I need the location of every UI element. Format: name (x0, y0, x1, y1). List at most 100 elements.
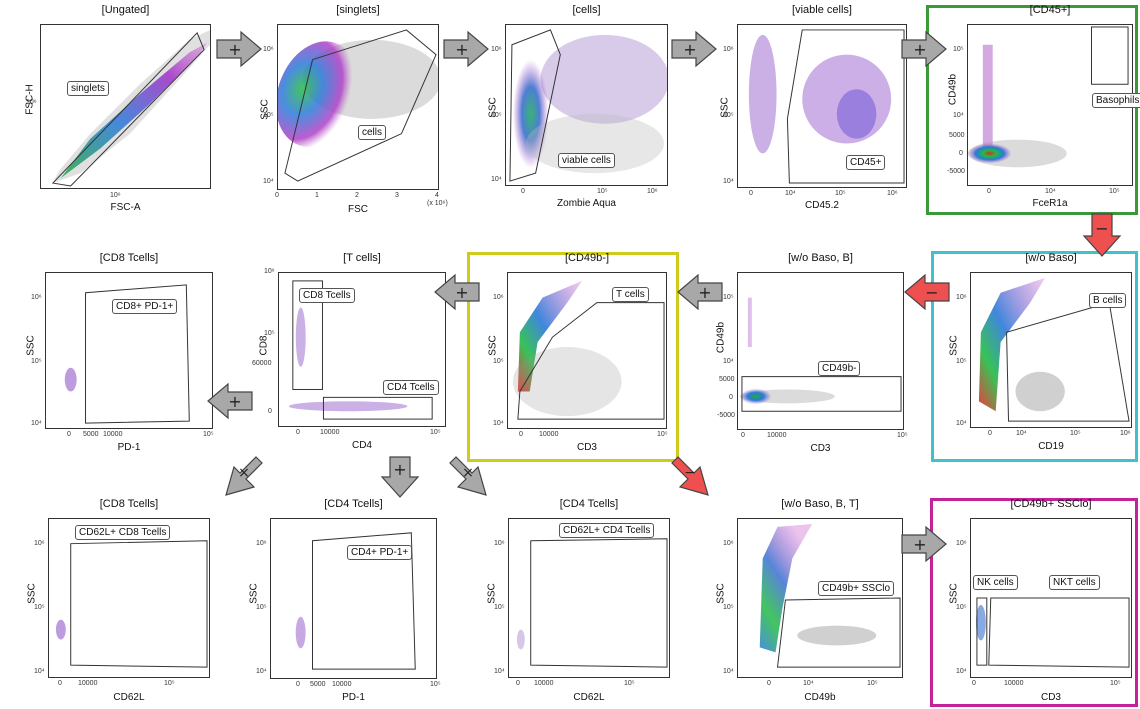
panel-cd8-tcells: [CD8 Tcells] CD8+ PD-1+ SSC 10⁶ 10⁵ 10⁴ … (45, 272, 213, 429)
y-tick: 5000 (949, 132, 965, 139)
y-tick: 0 (959, 150, 963, 157)
x-tick: 5000 (310, 681, 326, 688)
panel-t-cells: [T cells] CD8 Tcells CD4 Tcells CD8 10⁶ … (278, 272, 446, 427)
x-tick: 10⁶ (1120, 430, 1131, 437)
x-tick: 10⁴ (803, 680, 814, 687)
x-tick: 0 (741, 432, 745, 439)
panel-title: [Ungated] (40, 4, 211, 16)
arrow-diag-times-left: × (220, 455, 264, 499)
plot-area: CD62L+ CD8 Tcells (48, 518, 210, 678)
plus-icon: + (913, 535, 926, 554)
plot-area: T cells (507, 272, 667, 429)
panel-title: [singlets] (277, 4, 439, 16)
x-tick: 0 (972, 680, 976, 687)
arrow-left-plus-1: + (676, 273, 724, 311)
x-tick: 10⁵ (624, 680, 635, 687)
panel-title: [CD8 Tcells] (45, 252, 213, 264)
plus-icon: + (698, 283, 711, 302)
panel-singlets: [singlets] cells SSC 10⁶ 10⁵ 10⁴ 0 1 2 3… (277, 24, 439, 190)
y-axis-label: SSC (488, 88, 499, 128)
plot-area: NK cells NKT cells (970, 518, 1132, 678)
panel-title: [CD8 Tcells] (48, 498, 210, 510)
y-tick: 10⁴ (256, 668, 267, 675)
x-axis-label: CD62L (48, 692, 210, 703)
gate-label-cd4-pd1: CD4+ PD-1+ (347, 545, 412, 560)
x-tick: 0 (767, 680, 771, 687)
x-tick: 10000 (103, 431, 122, 438)
plot-area: Basophils (967, 24, 1133, 186)
y-tick: 10⁴ (953, 112, 964, 119)
y-tick: 10⁴ (723, 668, 734, 675)
x-axis-label: FSC-A (40, 202, 211, 213)
gate-label-cd49b-ssclo: CD49b+ SSClo (818, 581, 894, 596)
panel-title: [T cells] (278, 252, 446, 264)
panel-title: [CD49b-] (507, 252, 667, 264)
panel-title: [cells] (505, 4, 668, 16)
x-axis-label: FSC (277, 204, 439, 215)
panel-wo-baso-b: [w/o Baso, B] CD49b- CD49b 10⁵ 10⁴ 5000 … (737, 272, 904, 430)
gate-label-singlets: singlets (67, 81, 109, 96)
x-tick: 1 (315, 192, 319, 199)
x-tick: 10000 (534, 680, 553, 687)
scatter-plot (46, 273, 212, 428)
x-tick: 10⁶ (887, 190, 898, 197)
y-tick: 10⁴ (723, 358, 734, 365)
x-tick: 0 (67, 431, 71, 438)
x-tick: 10000 (539, 431, 558, 438)
panel-cells: [cells] viable cells SSC 10⁶ 10⁵ 10⁴ 0 1… (505, 24, 668, 186)
x-axis-label: FceR1a (967, 198, 1133, 209)
y-tick: 10⁵ (31, 358, 42, 365)
y-tick: 10⁴ (956, 420, 967, 427)
panel-title: [viable cells] (737, 4, 907, 16)
y-tick: 10⁵ (956, 604, 967, 611)
scatter-plot (971, 519, 1131, 677)
plot-area: CD49b- (737, 272, 904, 430)
y-tick: 10⁶ (956, 294, 967, 301)
y-tick: 0 (729, 394, 733, 401)
panel-cd45-pos: [CD45+] Basophils CD49b 10⁵ 10⁴ 5000 0 -… (967, 24, 1133, 186)
panel-cd4-tcells-cd62l: [CD4 Tcells] CD62L+ CD4 Tcells SSC 10⁶ 1… (508, 518, 670, 678)
scatter-plot (738, 519, 902, 677)
x-tick: 10⁵ (1109, 188, 1120, 195)
x-tick: 0 (58, 680, 62, 687)
y-tick: 10⁴ (491, 176, 502, 183)
x-tick: 10000 (320, 429, 339, 436)
panel-title: [w/o Baso, B, T] (737, 498, 903, 510)
panel-title: [w/o Baso, B] (737, 252, 904, 264)
gate-label-cd49b-neg: CD49b- (818, 361, 860, 376)
y-tick: -5000 (947, 168, 965, 175)
gate-label-cd45-pos: CD45+ (846, 155, 885, 170)
x-tick: 0 (749, 190, 753, 197)
minus-icon: − (925, 283, 938, 302)
arrow-right-plus-3: + (670, 30, 718, 68)
x-tick: 10⁵ (835, 190, 846, 197)
y-tick: 10⁶ (491, 46, 502, 53)
y-tick: 10⁵ (953, 46, 964, 53)
x-axis-label: CD3 (970, 692, 1132, 703)
x-tick: 10⁶ (110, 192, 121, 199)
minus-icon: − (684, 465, 696, 481)
y-tick: 10⁶ (264, 268, 275, 275)
x-tick: 10⁵ (203, 431, 214, 438)
gate-label-basophils: Basophils (1092, 93, 1140, 108)
plot-area: CD45+ (737, 24, 907, 188)
y-tick: 10⁴ (31, 420, 42, 427)
y-tick: 10⁴ (263, 178, 274, 185)
y-tick: 10⁴ (494, 668, 505, 675)
plus-icon: + (683, 40, 696, 59)
x-axis-label: CD45.2 (737, 200, 907, 211)
x-axis-label: CD62L (508, 692, 670, 703)
panel-title: [CD49b+ SSClo] (970, 498, 1132, 510)
panel-title: [CD4 Tcells] (508, 498, 670, 510)
gate-label-cd62l-cd4: CD62L+ CD4 Tcells (559, 523, 654, 538)
y-tick: 10⁶ (723, 540, 734, 547)
plot-area: CD4+ PD-1+ (270, 518, 437, 679)
x-axis-label: PD-1 (270, 692, 437, 703)
plot-area: CD49b+ SSClo (737, 518, 903, 678)
x-tick: 10⁴ (1045, 188, 1056, 195)
y-tick: 10⁶ (31, 294, 42, 301)
y-tick: 10⁵ (494, 604, 505, 611)
y-tick: 10⁶ (34, 540, 45, 547)
plus-icon: + (393, 460, 406, 479)
minus-icon: − (1095, 219, 1108, 238)
